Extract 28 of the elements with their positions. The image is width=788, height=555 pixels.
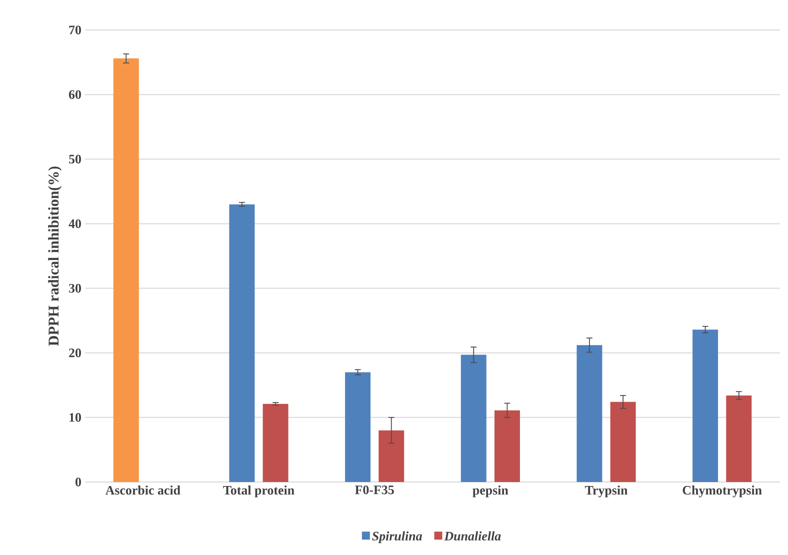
bar — [726, 395, 752, 482]
x-tick-label: Total protein — [223, 486, 294, 498]
legend-label: Dunaliella — [444, 531, 501, 541]
y-tick-label: 60 — [68, 90, 81, 99]
bar — [345, 372, 371, 482]
y-tick-label: 10 — [70, 413, 81, 422]
bar — [229, 204, 255, 482]
y-tick-label: 50 — [69, 154, 81, 164]
y-tick-label: 40 — [68, 219, 81, 228]
legend-label: Spirulina — [372, 531, 422, 544]
y-tick-label: 20 — [69, 348, 81, 358]
y-tick-label: 30 — [69, 284, 81, 293]
y-tick-label: 70 — [69, 26, 81, 34]
x-tick-label: Ascorbic acid — [105, 486, 180, 495]
x-tick-label: Trypsin — [584, 486, 628, 498]
y-tick-label: 0 — [76, 478, 81, 486]
x-tick-label: Chymotrypsin — [682, 486, 762, 498]
x-tick-label: F0-F35 — [355, 486, 394, 494]
bar — [610, 402, 636, 482]
bar — [692, 330, 718, 482]
bar — [494, 410, 520, 482]
bar — [576, 345, 602, 482]
bar — [262, 404, 288, 482]
bar — [378, 430, 404, 482]
x-tick-label: pepsin — [472, 486, 508, 498]
bar — [460, 354, 486, 482]
y-axis-title: DPPH radical inhibition(%) — [48, 166, 62, 346]
bar — [113, 58, 139, 482]
